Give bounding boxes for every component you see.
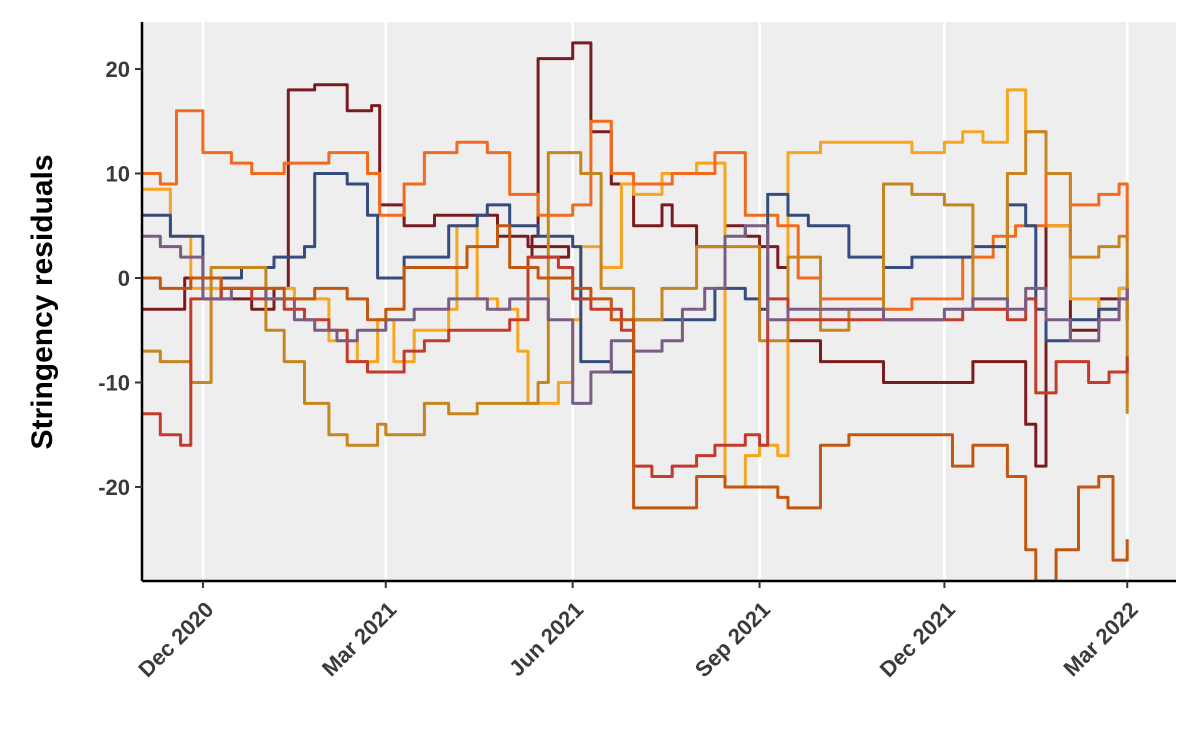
- y-tick-label: 10: [106, 162, 130, 187]
- series-line-8: [142, 224, 1129, 581]
- x-tick-label: Dec 2020: [133, 597, 218, 682]
- plot-panel: [142, 22, 1176, 581]
- x-tick-label: Sep 2021: [690, 597, 775, 682]
- x-tick-label: Mar 2022: [1059, 597, 1143, 681]
- y-tick-label: 20: [106, 57, 130, 82]
- x-tick-label: Dec 2021: [875, 597, 960, 682]
- series-line-6: [142, 255, 1129, 478]
- y-tick-label: -20: [98, 475, 130, 500]
- y-tick-label: -10: [98, 370, 130, 395]
- series-line-2: [142, 88, 1129, 489]
- series-line-1: [142, 41, 1129, 468]
- y-axis-title: Stringency residuals: [26, 154, 59, 449]
- series-line-3: [142, 109, 1129, 311]
- y-tick-label: 0: [118, 266, 130, 291]
- series-line-7: [142, 224, 1129, 405]
- x-tick-label: Mar 2021: [317, 597, 401, 681]
- x-tick-label: Jun 2021: [504, 597, 588, 681]
- series-lines: [142, 41, 1129, 581]
- series-line-5: [142, 130, 1129, 447]
